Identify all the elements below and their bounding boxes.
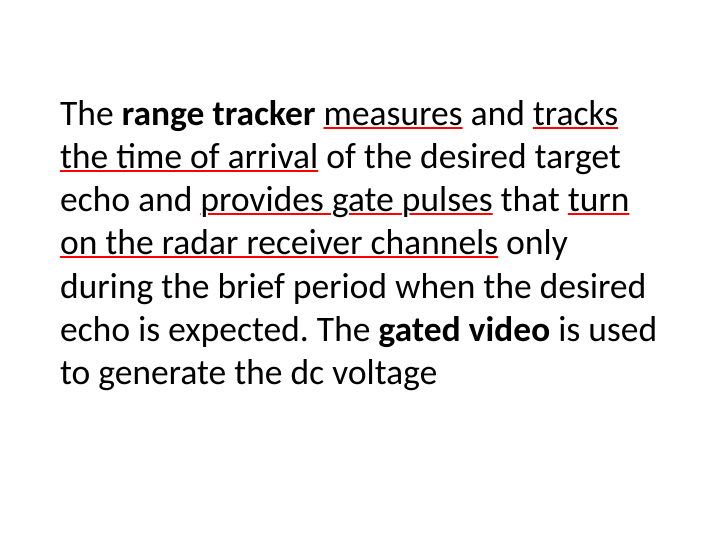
text-run: gated video [378, 307, 550, 351]
text-run: range tracker [122, 91, 324, 135]
text-run: provides gate pulses [200, 177, 492, 221]
text-run: and [463, 91, 533, 135]
text-run: measures [324, 91, 463, 135]
text-run: that [493, 177, 568, 221]
body-paragraph: The range tracker measures and tracks th… [60, 92, 660, 395]
slide: The range tracker measures and tracks th… [0, 0, 720, 540]
text-run: The [60, 91, 122, 135]
